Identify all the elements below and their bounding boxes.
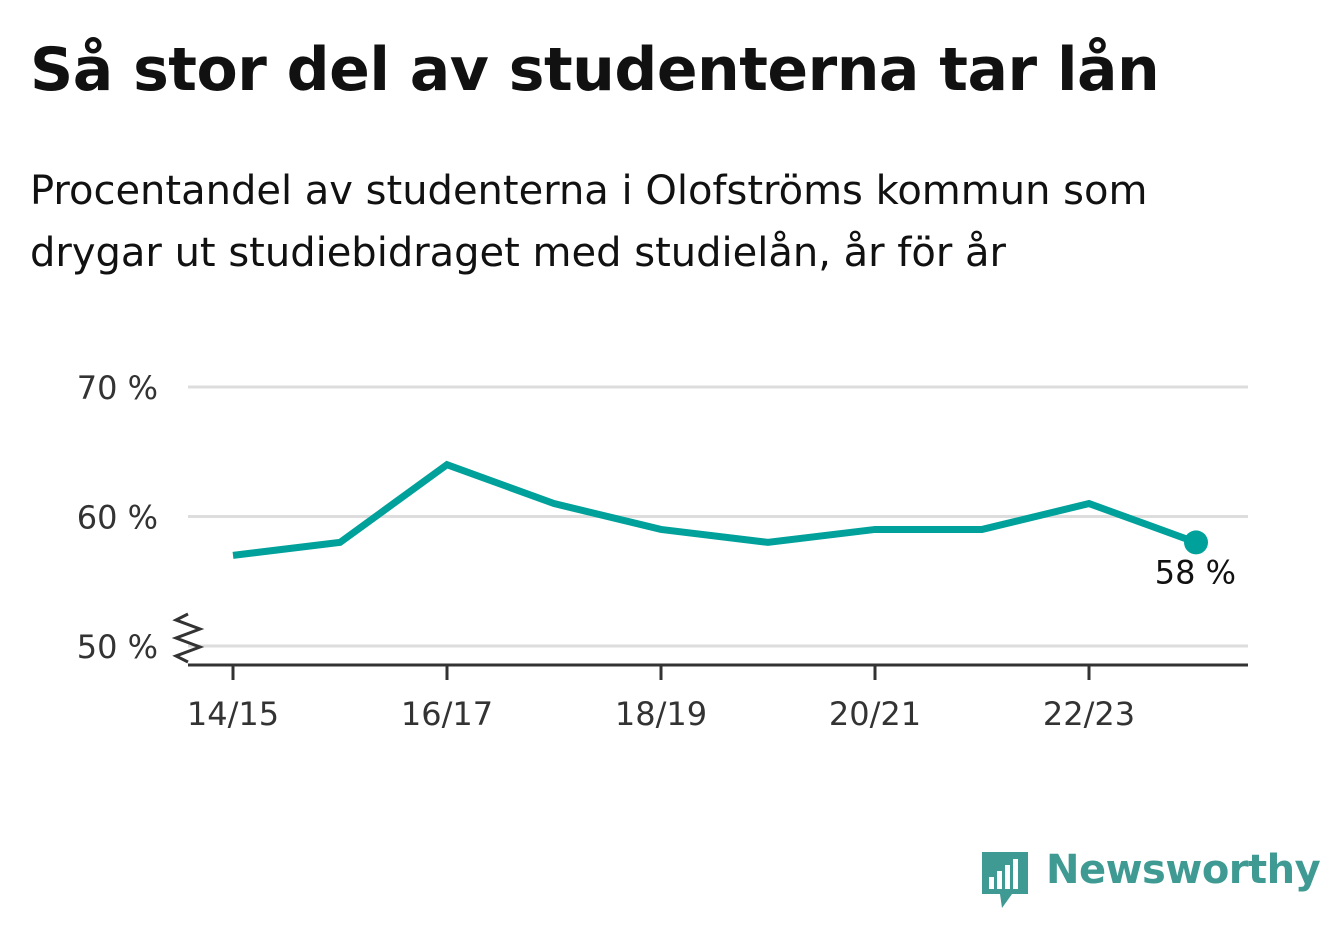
y-tick-label: 60 %: [77, 499, 158, 537]
bar-chart-speech-bubble-icon: [982, 852, 1028, 908]
chart-title: Så stor del av studenterna tar lån: [30, 35, 1160, 105]
x-tick-label: 14/15: [187, 695, 279, 733]
axis-break-icon: [171, 612, 205, 664]
x-tick-label: 22/23: [1043, 695, 1135, 733]
y-tick-label: 70 %: [77, 369, 158, 407]
chart-subtitle: Procentandel av studenterna i Olofströms…: [30, 168, 1148, 276]
series-line: [232, 460, 1198, 559]
x-tick-label: 18/19: [615, 695, 707, 733]
newsworthy-logo: Newsworthy: [980, 847, 1321, 910]
last-data-point: [1184, 530, 1208, 555]
x-tick-label: 20/21: [829, 695, 921, 733]
y-tick-label: 50 %: [77, 628, 158, 666]
x-tick-label: 16/17: [401, 695, 493, 733]
brand-name: Newsworthy: [1046, 847, 1321, 893]
last-value-label: 58 %: [1155, 553, 1236, 591]
